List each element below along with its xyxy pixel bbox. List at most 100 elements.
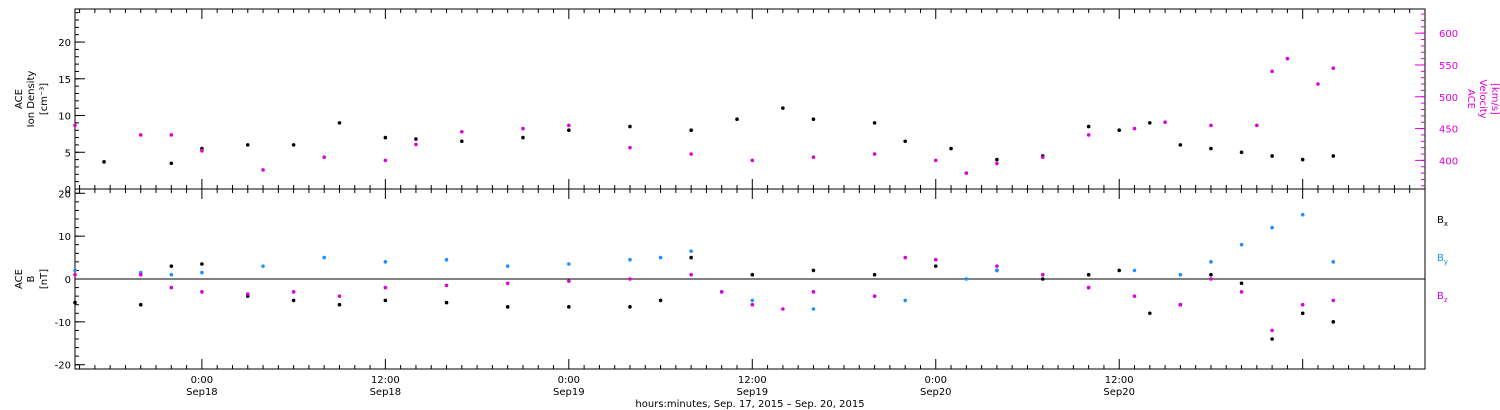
density-point xyxy=(781,106,785,110)
by-point xyxy=(1270,225,1274,230)
bx-point xyxy=(628,305,632,309)
bz-point xyxy=(1239,290,1244,294)
bx-point xyxy=(138,302,143,307)
x-axis-title: hours:minutes, Sep. 17, 2015 – Sep. 20, … xyxy=(635,399,864,410)
by-point xyxy=(505,264,510,268)
density-point xyxy=(1270,154,1274,158)
by-point xyxy=(261,264,265,268)
y-tick-label: 15 xyxy=(58,75,71,86)
bz-point xyxy=(444,283,449,288)
velocity-point xyxy=(689,152,693,156)
bx-point xyxy=(73,300,77,305)
by-point xyxy=(1239,242,1244,247)
legend-by: By xyxy=(1437,253,1448,266)
x-tick-label-day: Sep18 xyxy=(370,387,402,398)
velocity-point xyxy=(872,152,877,156)
bz-point xyxy=(689,272,693,277)
bz-point xyxy=(383,285,388,290)
y-tick-label: 400 xyxy=(1439,156,1458,167)
legend: Bx By Bz xyxy=(1437,215,1448,304)
velocity-axis-label-unit: [km/s] xyxy=(1489,83,1500,115)
bx-point xyxy=(505,305,510,309)
velocity-point xyxy=(169,133,174,137)
bz-point xyxy=(1040,272,1045,277)
x-tick-label-time: 12:00 xyxy=(371,375,400,386)
density-velocity-points xyxy=(73,56,1336,175)
density-point xyxy=(995,157,999,162)
y-tick-label: 20 xyxy=(58,38,71,49)
density-point xyxy=(337,121,342,125)
density-point xyxy=(872,121,877,125)
by-point xyxy=(1178,272,1183,277)
y-tick-label: 10 xyxy=(58,112,71,123)
velocity-point xyxy=(964,171,969,175)
top-panel-x-ticks xyxy=(79,9,1426,189)
magnetic-field-panel: -20 -10 0 10 20 ACE B [nT] Bx By Bz xyxy=(14,188,1448,372)
velocity-point xyxy=(414,142,418,147)
bx-point xyxy=(444,300,449,305)
bx-point xyxy=(1239,281,1244,286)
by-point xyxy=(628,257,632,262)
bx-point xyxy=(567,305,571,309)
density-point xyxy=(102,160,106,164)
x-tick-label-day: Sep20 xyxy=(1103,387,1135,398)
bx-point xyxy=(1270,337,1274,341)
bx-point xyxy=(658,298,663,303)
velocity-point xyxy=(933,158,938,163)
velocity-axis-label-instrument: ACE xyxy=(1465,89,1476,109)
bx-point xyxy=(169,264,174,268)
by-point xyxy=(995,268,999,273)
bx-point xyxy=(1209,272,1213,277)
bz-point xyxy=(73,272,77,277)
y-tick-label: 450 xyxy=(1439,125,1458,136)
y-tick-label: 10 xyxy=(58,232,71,243)
field-points xyxy=(73,212,1336,341)
bx-point xyxy=(1331,320,1336,324)
velocity-point xyxy=(73,123,77,128)
x-tick-label-time: 0:00 xyxy=(191,375,213,386)
bx-point xyxy=(1300,311,1305,316)
by-point xyxy=(903,298,907,303)
bx-point xyxy=(1148,311,1152,316)
bx-point xyxy=(872,272,877,277)
bz-point xyxy=(1086,285,1091,290)
bz-point xyxy=(200,290,204,294)
by-point xyxy=(1331,260,1336,264)
bz-point xyxy=(1331,298,1336,303)
legend-bx: Bx xyxy=(1437,215,1448,228)
velocity-point xyxy=(1040,155,1045,159)
legend-bz: Bz xyxy=(1437,291,1448,304)
bz-point xyxy=(505,281,510,286)
bx-point xyxy=(383,298,388,303)
x-tick-label-day: Sep20 xyxy=(920,387,952,398)
velocity-axis-ticks: 400 450 500 550 600 xyxy=(1415,13,1458,187)
y-tick-label: 550 xyxy=(1439,61,1458,72)
by-point xyxy=(1300,212,1305,217)
by-point xyxy=(811,307,816,311)
bx-point xyxy=(1086,272,1091,277)
y-tick-label: -20 xyxy=(55,361,71,372)
density-point xyxy=(689,128,693,133)
x-tick-label-day: Sep19 xyxy=(553,387,585,398)
y-tick-label: 5 xyxy=(65,148,71,159)
x-tick-label-day: Sep18 xyxy=(186,387,218,398)
by-point xyxy=(750,298,755,303)
bz-point xyxy=(245,292,250,296)
by-point xyxy=(169,272,174,277)
by-point xyxy=(200,270,204,275)
bx-point xyxy=(933,264,938,268)
velocity-point xyxy=(383,158,388,163)
density-point xyxy=(291,143,296,147)
density-point xyxy=(1178,143,1183,147)
velocity-point xyxy=(460,129,464,134)
y-tick-label: 600 xyxy=(1439,29,1458,40)
top-panel-frame xyxy=(74,8,1426,190)
field-axis-label-instrument: ACE xyxy=(14,269,25,289)
bz-point xyxy=(628,277,632,281)
density-point xyxy=(628,124,632,129)
bz-point xyxy=(337,294,342,298)
velocity-point xyxy=(521,126,525,131)
x-tick-label-time: 12:00 xyxy=(1105,375,1134,386)
by-point xyxy=(658,255,663,260)
